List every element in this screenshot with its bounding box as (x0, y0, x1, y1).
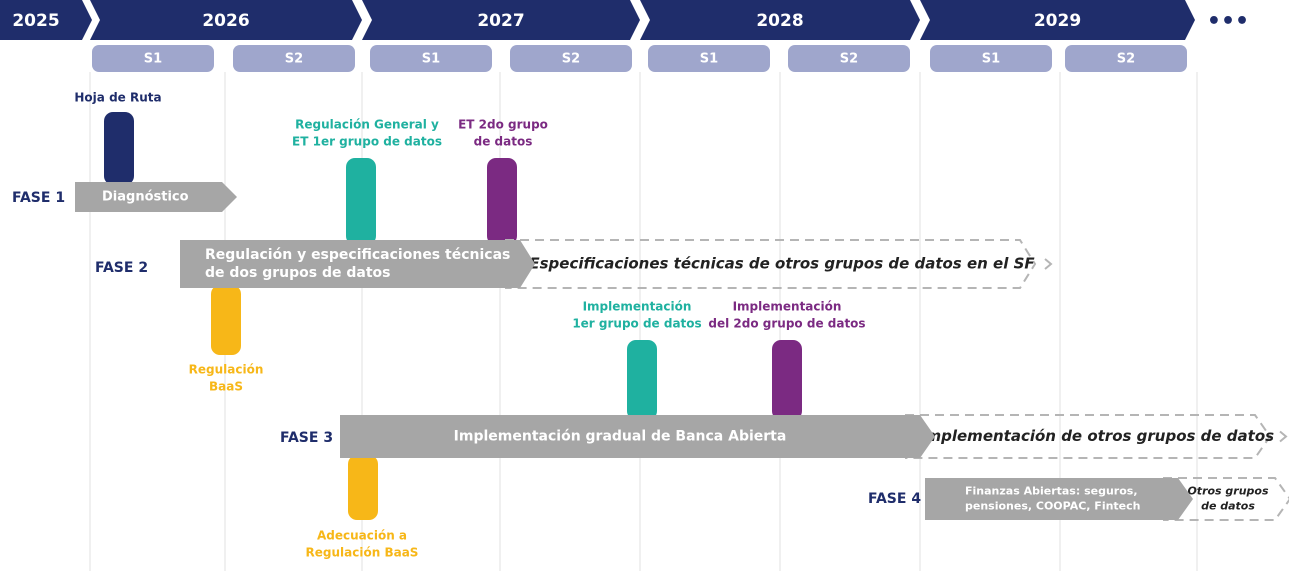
milestone-label: Regulación BaaS (306, 546, 419, 560)
semester-pill (370, 45, 492, 72)
semester-label: S1 (144, 52, 162, 67)
more-dots: ••• (1207, 9, 1249, 34)
semester-pill (930, 45, 1052, 72)
phase-bar-label: de dos grupos de datos (205, 265, 390, 281)
semester-pill (648, 45, 770, 72)
chevron-mark (1044, 258, 1053, 270)
milestone-label: Adecuación a (317, 529, 407, 543)
milestone-pill (772, 340, 802, 420)
milestone-label: 1er grupo de datos (572, 317, 701, 331)
semester-pill (788, 45, 910, 72)
next-label: Implementación de otros grupos de datos (920, 427, 1274, 445)
semester-label: S2 (1117, 52, 1135, 67)
milestone-pill (627, 340, 657, 420)
phase-bar-label: Implementación gradual de Banca Abierta (454, 429, 787, 445)
semester-label: S2 (840, 52, 858, 67)
phase-bar (75, 182, 237, 212)
semester-pill (233, 45, 355, 72)
milestone-pill (346, 158, 376, 245)
phase-label: FASE 3 (280, 430, 333, 446)
milestone-label: ET 2do grupo (458, 118, 548, 132)
semester-label: S1 (700, 52, 718, 67)
milestone-pill (211, 285, 241, 355)
phase-bar (925, 478, 1193, 520)
phase-bar (180, 240, 535, 288)
year-label: 2027 (477, 11, 524, 31)
milestone-label: del 2do grupo de datos (708, 317, 865, 331)
milestone-label: Regulación (189, 363, 264, 377)
phase-label: FASE 1 (12, 190, 65, 206)
year-label: 2025 (12, 11, 59, 31)
semester-label: S1 (982, 52, 1000, 67)
milestone-label: ET 1er grupo de datos (292, 135, 442, 149)
milestone-label: Implementación (583, 300, 692, 314)
dashed-arrow (505, 239, 1037, 289)
next-label: de datos (1201, 500, 1255, 513)
phase-bar-label: Finanzas Abiertas: seguros, (965, 485, 1138, 498)
year-chevron (920, 0, 1195, 40)
milestone-label: de datos (474, 135, 533, 149)
milestone-pill (348, 455, 378, 520)
semester-label: S2 (562, 52, 580, 67)
phase-bar-label: pensiones, COOPAC, Fintech (965, 500, 1141, 513)
semester-label: S1 (422, 52, 440, 67)
year-label: 2026 (202, 11, 249, 31)
year-chevron (362, 0, 640, 40)
phase-label: FASE 2 (95, 260, 148, 276)
semester-label: S2 (285, 52, 303, 67)
year-label: 2028 (756, 11, 803, 31)
phase-bar (340, 415, 935, 458)
milestone-pill (104, 112, 134, 185)
milestone-pill (487, 158, 517, 245)
year-chevron (0, 0, 92, 40)
phase-label: FASE 4 (868, 491, 921, 507)
semester-pill (510, 45, 632, 72)
dashed-arrow (905, 414, 1272, 459)
chevron-mark (1279, 430, 1288, 443)
year-label: 2029 (1034, 11, 1081, 31)
semester-pill (1065, 45, 1187, 72)
dashed-arrow (1163, 477, 1289, 521)
next-label: Otros grupos (1187, 485, 1269, 498)
next-label: Especificaciones técnicas de otros grupo… (529, 255, 1035, 273)
milestone-label: Implementación (733, 300, 842, 314)
milestone-label: Hoja de Ruta (74, 91, 161, 105)
milestone-label: Regulación General y (295, 118, 439, 132)
year-chevron (640, 0, 920, 40)
semester-pill (92, 45, 214, 72)
phase-bar-label: Diagnóstico (102, 190, 189, 205)
phase-bar-label: Regulación y especificaciones técnicas (205, 247, 510, 263)
year-chevron (90, 0, 362, 40)
milestone-label: BaaS (209, 380, 243, 394)
